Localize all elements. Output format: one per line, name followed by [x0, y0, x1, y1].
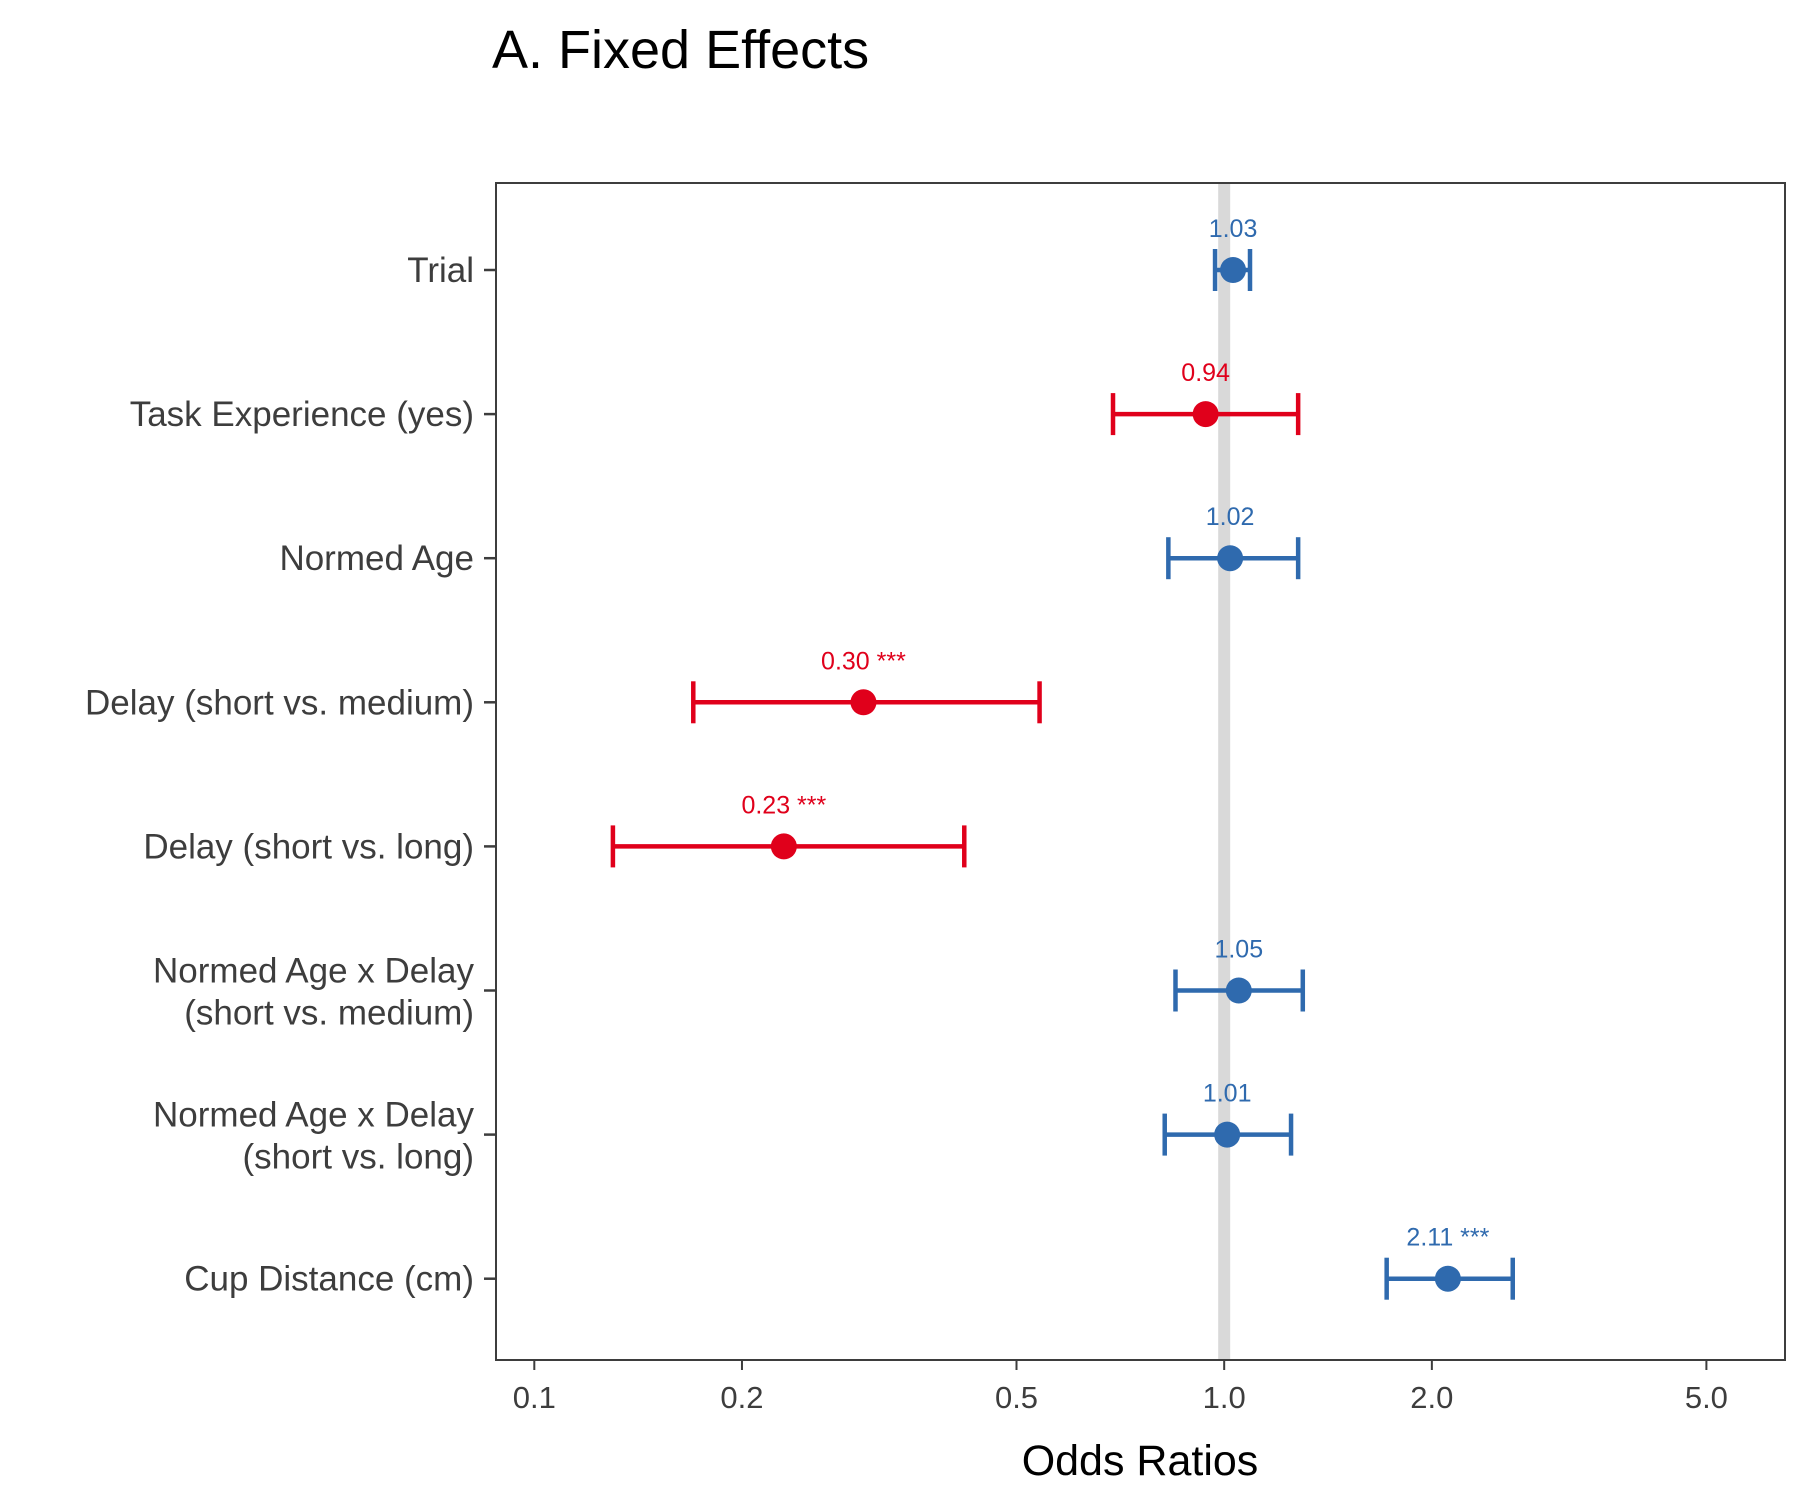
y-tick-label: Normed Age x Delay — [153, 952, 474, 991]
y-tick-label: Normed Age x Delay — [153, 1096, 474, 1135]
estimate-label: 1.03 — [1209, 215, 1258, 243]
x-tick-label: 0.5 — [995, 1380, 1038, 1415]
x-tick-label: 5.0 — [1685, 1380, 1728, 1415]
y-tick-label: Cup Distance (cm) — [184, 1260, 474, 1299]
y-tick-label: Delay (short vs. medium) — [85, 683, 474, 722]
y-tick-label: Task Experience (yes) — [130, 395, 474, 434]
estimate-label: 1.02 — [1206, 503, 1255, 531]
estimate-label: 0.23 *** — [741, 791, 826, 819]
y-tick-label: (short vs. long) — [243, 1138, 474, 1177]
estimate-point — [1220, 257, 1247, 283]
y-tick-label: Normed Age — [279, 539, 474, 578]
y-tick-label: Trial — [407, 251, 474, 290]
estimate-label: 0.30 *** — [821, 647, 906, 675]
estimate-point — [1214, 1121, 1241, 1148]
y-tick-label: (short vs. medium) — [184, 994, 474, 1033]
x-tick-label: 0.2 — [720, 1380, 763, 1415]
plot-panel — [495, 182, 1786, 1361]
estimate-point — [1217, 545, 1244, 572]
estimate-point — [1434, 1265, 1461, 1292]
estimate-label: 1.05 — [1214, 936, 1263, 964]
x-tick-label: 2.0 — [1410, 1380, 1453, 1415]
x-tick-label: 1.0 — [1203, 1380, 1246, 1415]
y-tick-label: Delay (short vs. long) — [143, 827, 474, 866]
estimate-label: 2.11 *** — [1406, 1224, 1489, 1252]
estimate-point — [1192, 401, 1219, 428]
x-axis-label: Odds Ratios — [1022, 1437, 1259, 1485]
estimate-point — [1225, 977, 1252, 1004]
estimate-marks: 1.03 0.94 1.02 0.30 *** 0.23 *** 1.05 1.01 2.11… — [610, 215, 1516, 1300]
reference-line — [1218, 184, 1231, 1359]
x-axis: 0.1 0.2 0.5 1.0 2.0 5.0 — [513, 1360, 1728, 1415]
chart-title: A. Fixed Effects — [492, 20, 869, 80]
y-axis: Trial Task Experience (yes) Normed Age Dela… — [85, 251, 496, 1299]
x-tick-label: 0.1 — [513, 1380, 556, 1415]
estimate-label: 0.94 — [1181, 359, 1230, 387]
estimate-label: 1.01 — [1203, 1080, 1252, 1108]
estimate-point — [850, 689, 877, 716]
estimate-point — [770, 833, 797, 860]
